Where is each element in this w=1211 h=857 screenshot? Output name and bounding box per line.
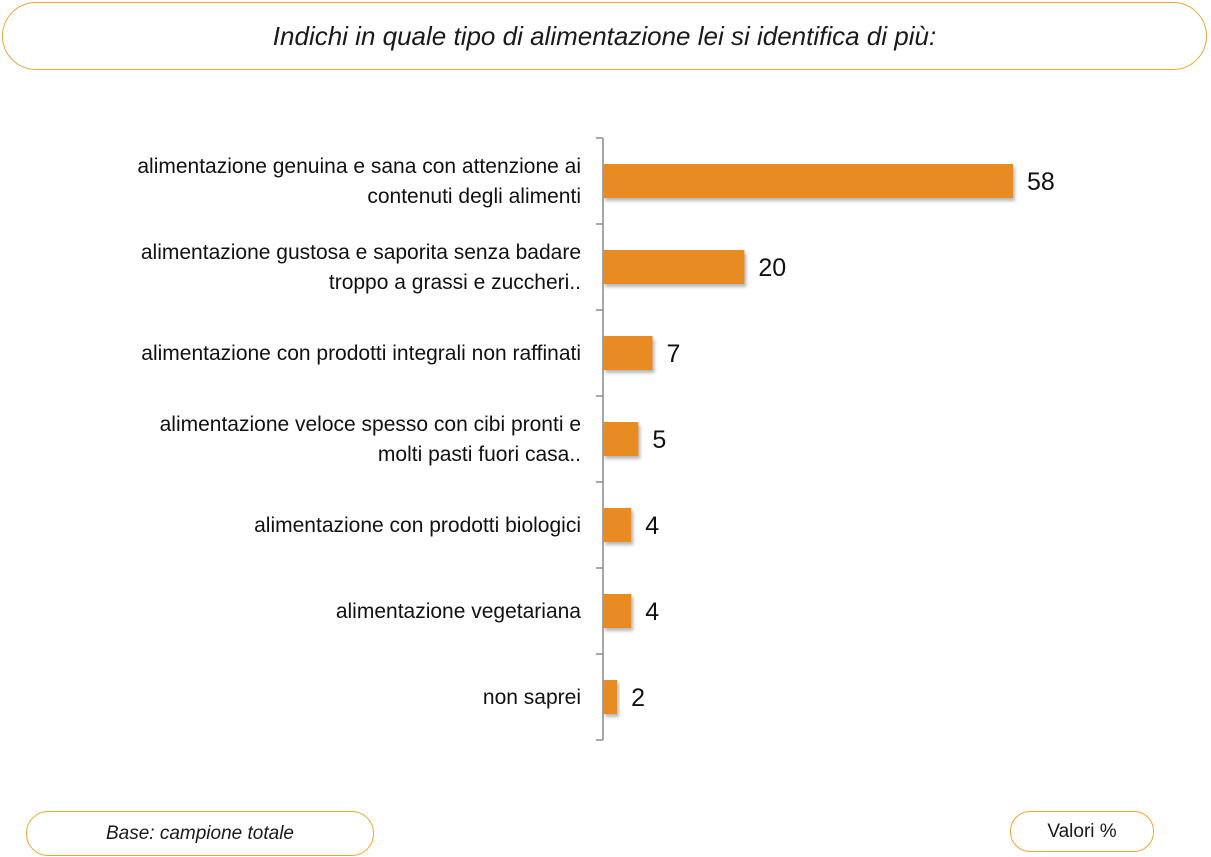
data-label: 4 — [645, 512, 659, 540]
category-label: alimentazione genuina e sana con attenzi… — [137, 155, 581, 178]
category-label: alimentazione con prodotti biologici — [254, 514, 581, 537]
category-label: troppo a grassi e zuccheri.. — [329, 271, 581, 294]
category-label: alimentazione gustosa e saporita senza b… — [141, 241, 581, 264]
category-label: non saprei — [483, 686, 581, 709]
base-note-box: Base: campione totale — [26, 811, 374, 856]
bar — [603, 336, 653, 370]
base-note: Base: campione totale — [105, 822, 294, 844]
bar — [603, 250, 745, 284]
bar — [603, 508, 632, 542]
data-label: 20 — [758, 254, 786, 282]
data-label: 5 — [652, 426, 666, 454]
category-label: alimentazione con prodotti integrali non… — [141, 342, 581, 365]
data-label: 7 — [666, 340, 680, 368]
category-label: alimentazione veloce spesso con cibi pro… — [160, 413, 581, 436]
unit-note-box: Valori % — [1010, 811, 1154, 852]
data-label: 58 — [1027, 168, 1055, 196]
bar — [603, 680, 618, 714]
category-label: molti pasti fuori casa.. — [378, 443, 581, 466]
category-label: alimentazione vegetariana — [336, 600, 581, 623]
labels-group: 58 alimentazione genuina e sana con atten… — [137, 155, 1054, 712]
question-title-box: Indichi in quale tipo di alimentazione l… — [2, 2, 1207, 70]
unit-note: Valori % — [1047, 820, 1117, 842]
category-label: contenuti degli alimenti — [367, 185, 581, 208]
category-axis — [596, 137, 604, 741]
question-title: Indichi in quale tipo di alimentazione l… — [272, 20, 937, 51]
bars-group — [603, 164, 1013, 714]
bar — [603, 164, 1013, 198]
bar — [603, 422, 639, 456]
data-label: 4 — [645, 598, 659, 626]
bar — [603, 594, 632, 628]
data-label: 2 — [631, 684, 645, 712]
